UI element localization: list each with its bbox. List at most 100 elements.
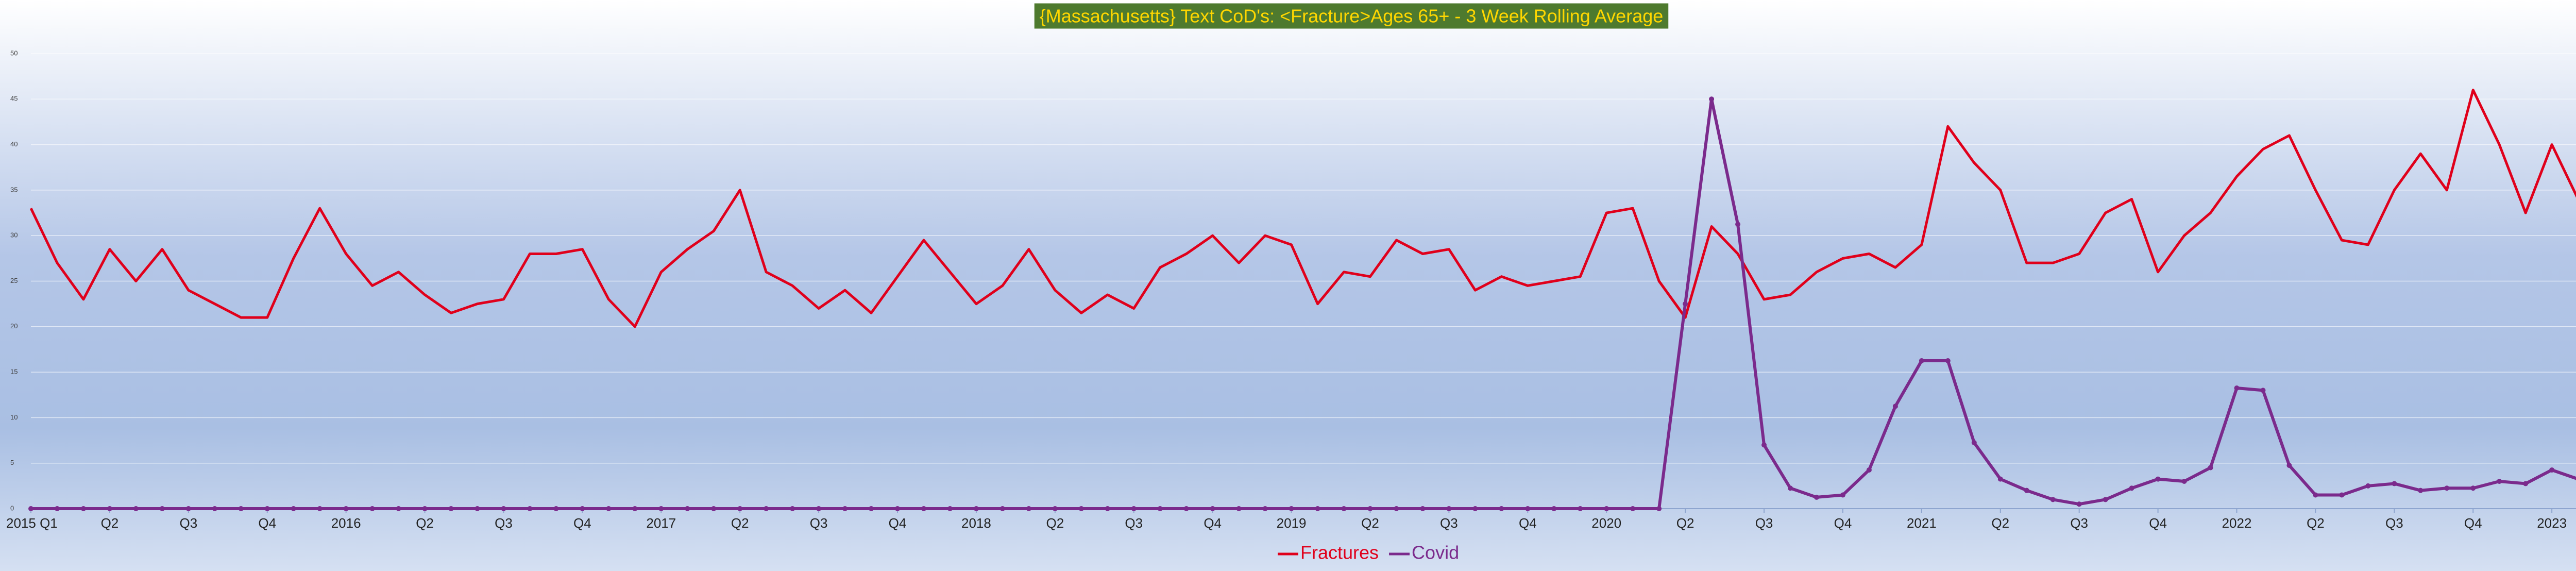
x-tick-label: Q3 xyxy=(1125,515,1143,531)
series-marker xyxy=(1183,506,1189,511)
series-marker xyxy=(1394,506,1399,511)
series-marker xyxy=(580,506,585,511)
x-tick-label: 2018 xyxy=(961,515,991,531)
series-marker xyxy=(1604,506,1609,511)
series-marker xyxy=(1078,506,1084,511)
x-tick-label: Q2 xyxy=(416,515,434,531)
series-marker xyxy=(2497,479,2502,484)
x-tick-label: 2020 xyxy=(1591,515,1621,531)
series-marker xyxy=(1262,506,1268,511)
series-marker xyxy=(501,506,506,511)
series-marker xyxy=(1945,358,1951,364)
series-marker xyxy=(1683,301,1688,307)
series-marker xyxy=(1367,506,1373,511)
y-tick-label: 30 xyxy=(10,231,18,239)
y-tick-label: 0 xyxy=(10,504,14,512)
series-marker xyxy=(1656,506,1662,511)
x-tick-label: Q4 xyxy=(2464,515,2482,531)
series-marker xyxy=(185,506,191,511)
series-marker xyxy=(1578,506,1583,511)
series-marker xyxy=(842,506,848,511)
series-marker xyxy=(1105,506,1110,511)
y-tick-label: 15 xyxy=(10,368,18,376)
series-marker xyxy=(2444,485,2450,491)
series-marker xyxy=(159,506,165,511)
series-marker xyxy=(1630,506,1636,511)
series-marker xyxy=(1236,506,1242,511)
series-marker xyxy=(2549,467,2555,473)
series-marker xyxy=(54,506,60,511)
series-marker xyxy=(107,506,112,511)
series-marker xyxy=(1525,506,1531,511)
series-marker xyxy=(1315,506,1320,511)
series-marker xyxy=(737,506,743,511)
series-marker xyxy=(1919,358,1924,364)
x-tick-label: Q4 xyxy=(2149,515,2167,531)
series-marker xyxy=(474,506,480,511)
x-tick-label: Q2 xyxy=(1361,515,1379,531)
series-marker xyxy=(1420,506,1426,511)
x-tick-label: 2017 xyxy=(646,515,676,531)
series-marker xyxy=(1997,476,2003,482)
series-marker xyxy=(658,506,664,511)
title-box xyxy=(1034,3,1669,29)
series-marker xyxy=(448,506,454,511)
x-tick-label: Q3 xyxy=(495,515,513,531)
series-marker xyxy=(1814,494,1819,500)
series-marker xyxy=(1157,506,1163,511)
x-tick-label: Q3 xyxy=(179,515,197,531)
series-marker xyxy=(2076,501,2082,507)
x-tick-label: Q3 xyxy=(810,515,828,531)
series-marker xyxy=(1761,442,1767,448)
series-marker xyxy=(396,506,401,511)
series-marker xyxy=(80,506,86,511)
series-marker xyxy=(711,506,717,511)
series-marker xyxy=(2181,479,2187,484)
series-marker xyxy=(1472,506,1478,511)
y-tick-label: 50 xyxy=(10,49,18,57)
x-tick-label: Q4 xyxy=(573,515,591,531)
series-marker xyxy=(2155,476,2161,482)
legend-label: Covid xyxy=(1412,542,1459,563)
x-tick-label: Q4 xyxy=(889,515,907,531)
x-tick-label: 2021 xyxy=(1907,515,1937,531)
series-marker xyxy=(2024,488,2029,493)
chart-title: {Massachusetts} Text CoD's: <Fracture>Ag… xyxy=(1040,6,1664,27)
series-line xyxy=(29,89,2576,328)
y-tick-label: 45 xyxy=(10,95,18,103)
x-tick-label: Q4 xyxy=(1834,515,1852,531)
series-marker xyxy=(1735,222,1741,227)
series-marker xyxy=(1026,506,1031,511)
series-marker xyxy=(2103,497,2108,502)
series-marker xyxy=(553,506,559,511)
series-marker xyxy=(369,506,375,511)
series-marker xyxy=(1840,492,1845,498)
series-marker xyxy=(2208,465,2213,471)
series-marker xyxy=(291,506,296,511)
series-marker xyxy=(632,506,638,511)
series-marker xyxy=(133,506,139,511)
x-tick-label: Q3 xyxy=(2070,515,2088,531)
series-marker xyxy=(1709,96,1715,102)
series-marker xyxy=(1866,467,1872,473)
x-tick-label: Q2 xyxy=(1991,515,2009,531)
y-tick-label: 20 xyxy=(10,322,18,330)
series-marker xyxy=(764,506,769,511)
series-marker xyxy=(2418,488,2424,493)
legend-label: Fractures xyxy=(1300,542,1379,563)
series-marker xyxy=(1446,506,1452,511)
x-tick-label: Q2 xyxy=(1676,515,1694,531)
series-marker xyxy=(1892,404,1898,409)
series-marker xyxy=(28,506,33,511)
y-tick-label: 5 xyxy=(10,459,14,466)
series-marker xyxy=(2523,481,2529,486)
series-marker xyxy=(2365,483,2371,489)
series-marker xyxy=(2339,492,2345,498)
y-tick-label: 35 xyxy=(10,186,18,193)
series-marker xyxy=(999,506,1005,511)
series-marker xyxy=(2129,485,2134,491)
x-tick-label: Q3 xyxy=(1755,515,1773,531)
series-marker xyxy=(2313,492,2318,498)
